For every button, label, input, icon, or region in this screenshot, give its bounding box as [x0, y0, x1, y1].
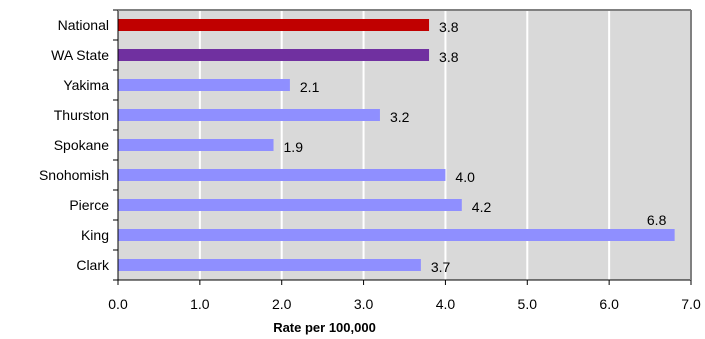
bar-thurston	[118, 109, 380, 121]
bar-wa-state	[118, 49, 430, 61]
x-tick-label: 0.0	[108, 296, 128, 312]
category-label: Spokane	[54, 137, 109, 153]
x-tick-label: 7.0	[681, 296, 701, 312]
x-tick-label: 5.0	[518, 296, 538, 312]
bar-snohomish	[118, 169, 446, 181]
x-tick-label: 1.0	[190, 296, 210, 312]
axes	[113, 9, 692, 285]
value-label: 4.0	[455, 169, 475, 185]
bars	[118, 19, 675, 271]
category-labels: National WA State Yakima Thurston Spokane Sno…	[39, 17, 110, 273]
x-tick-labels: 0.0 1.0 2.0 3.0 4.0 5.0 6.0 7.0	[108, 296, 701, 312]
x-axis-title: Rate per 100,000	[273, 320, 376, 335]
category-label: King	[81, 227, 109, 243]
value-label: 6.8	[647, 212, 667, 228]
bar-clark	[118, 259, 421, 271]
category-label: Clark	[76, 257, 110, 273]
bar-national	[118, 19, 430, 31]
category-label: National	[58, 17, 109, 33]
category-label: WA State	[51, 47, 109, 63]
category-label: Yakima	[63, 77, 109, 93]
value-labels: 3.8 3.8 2.1 3.2 1.9 4.0 4.2 6.8 3.7	[284, 19, 667, 275]
value-label: 4.2	[472, 199, 492, 215]
value-label: 3.8	[439, 49, 459, 65]
value-label: 3.8	[439, 19, 459, 35]
bar-spokane	[118, 139, 274, 151]
x-tick-label: 6.0	[599, 296, 619, 312]
category-label: Pierce	[69, 197, 109, 213]
bar-king	[118, 229, 675, 241]
bar-yakima	[118, 79, 290, 91]
bar-pierce	[118, 199, 462, 211]
category-label: Snohomish	[39, 167, 109, 183]
x-tick-label: 2.0	[272, 296, 292, 312]
category-label: Thurston	[54, 107, 109, 123]
value-label: 3.2	[390, 109, 410, 125]
x-tick-label: 4.0	[436, 296, 456, 312]
value-label: 3.7	[431, 259, 451, 275]
x-tick-label: 3.0	[354, 296, 374, 312]
value-label: 2.1	[300, 79, 320, 95]
value-label: 1.9	[284, 139, 304, 155]
